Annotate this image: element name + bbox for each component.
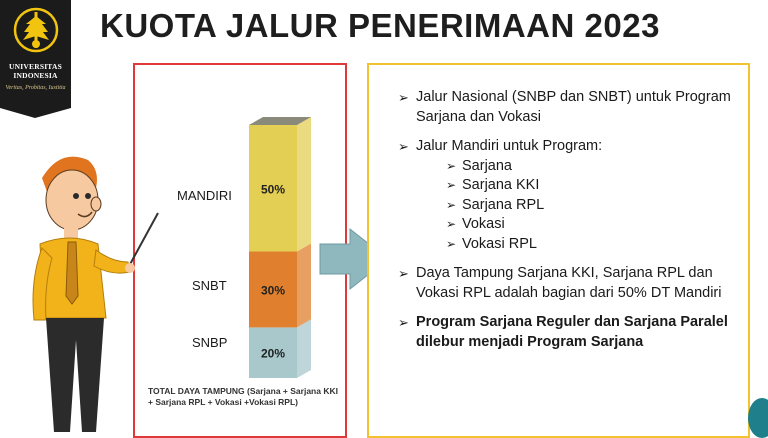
sub-bullet-text: Sarjana KKI	[462, 177, 540, 193]
bar-top-face	[249, 117, 311, 125]
category-label-mandiri: MANDIRI	[177, 188, 232, 203]
data-label-snbp: 20%	[261, 347, 285, 361]
bullet-arrow-icon: ➢	[398, 90, 409, 105]
university-name-line1: UNIVERSITAS	[9, 62, 62, 71]
bullet-list: ➢ Jalur Nasional (SNBP dan SNBT) untuk Pr…	[398, 88, 748, 362]
bullet-text: Jalur Nasional (SNBP dan SNBT) untuk Pro…	[416, 89, 731, 125]
bullet-arrow-icon: ➢	[446, 197, 457, 212]
bullet-arrow-icon: ➢	[446, 217, 457, 231]
bullet-text: Daya Tampung Sarjana KKI, Sarjana RPL da…	[416, 265, 722, 301]
bullet-arrow-icon: ➢	[398, 315, 409, 330]
sub-bullet-item: ➢ Sarjana RPL	[446, 196, 748, 216]
university-name-line2: INDONESIA	[13, 71, 58, 80]
bullet-text: Jalur Mandiri untuk Program:	[416, 138, 603, 154]
category-label-snbt: SNBT	[192, 278, 227, 293]
bar-side-snbp	[297, 319, 311, 378]
info-panel	[367, 63, 750, 438]
pointer-stick	[127, 212, 159, 269]
bullet-item: ➢ Jalur Mandiri untuk Program: ➢ Sarjana ➢ Sa…	[398, 137, 748, 254]
bullet-arrow-icon: ➢	[446, 178, 457, 192]
sub-bullet-text: Sarjana	[462, 157, 512, 174]
chart-footnote: TOTAL DAYA TAMPUNG (Sarjana + Sarjana KK…	[148, 386, 338, 407]
bar-segment-mandiri	[249, 125, 297, 252]
sub-bullet-item: ➢ Sarjana	[446, 157, 748, 177]
bullet-arrow-icon: ➢	[446, 158, 457, 173]
bullet-item: ➢ Jalur Nasional (SNBP dan SNBT) untuk Pr…	[398, 88, 748, 127]
logo-banner-tail	[0, 108, 71, 118]
bullet-item: ➢ Daya Tampung Sarjana KKI, Sarjana RPL d…	[398, 264, 748, 303]
bullet-item: ➢ Program Sarjana Reguler dan Sarjana Par…	[398, 313, 748, 352]
category-label-snbp: SNBP	[192, 335, 228, 350]
data-label-mandiri: 50%	[261, 182, 285, 196]
presenter-illustration	[32, 156, 159, 432]
chart-panel	[133, 63, 347, 438]
data-label-snbt: 30%	[261, 283, 285, 297]
bar-side-snbt	[297, 243, 311, 328]
sub-bullet-item: ➢ Vokasi	[446, 215, 748, 235]
bar-segment-snbp	[249, 327, 297, 378]
bar-segment-snbt	[249, 251, 297, 328]
sub-bullet-text: Vokasi	[462, 216, 505, 232]
corner-decoration	[748, 398, 768, 438]
sub-bullet-item: ➢ Sarjana KKI	[446, 176, 748, 196]
slide-title: KUOTA JALUR PENERIMAAN 2023	[100, 7, 660, 44]
sub-bullet-text: Vokasi RPL	[462, 235, 537, 252]
bullet-text: Program Sarjana Reguler dan Sarjana Para…	[416, 314, 728, 350]
university-emblem-icon	[13, 7, 59, 53]
bar-side-mandiri	[297, 117, 311, 252]
bullet-arrow-icon: ➢	[398, 266, 409, 281]
bullet-arrow-icon: ➢	[398, 139, 409, 154]
university-motto: Veritas, Probitas, Iustitia	[5, 85, 66, 91]
sub-bullet-item: ➢ Vokasi RPL	[446, 235, 748, 255]
bullet-arrow-icon: ➢	[446, 236, 457, 251]
sub-bullet-text: Sarjana RPL	[462, 196, 545, 213]
university-logo: UNIVERSITAS INDONESIA Veritas, Probitas,…	[0, 0, 71, 108]
